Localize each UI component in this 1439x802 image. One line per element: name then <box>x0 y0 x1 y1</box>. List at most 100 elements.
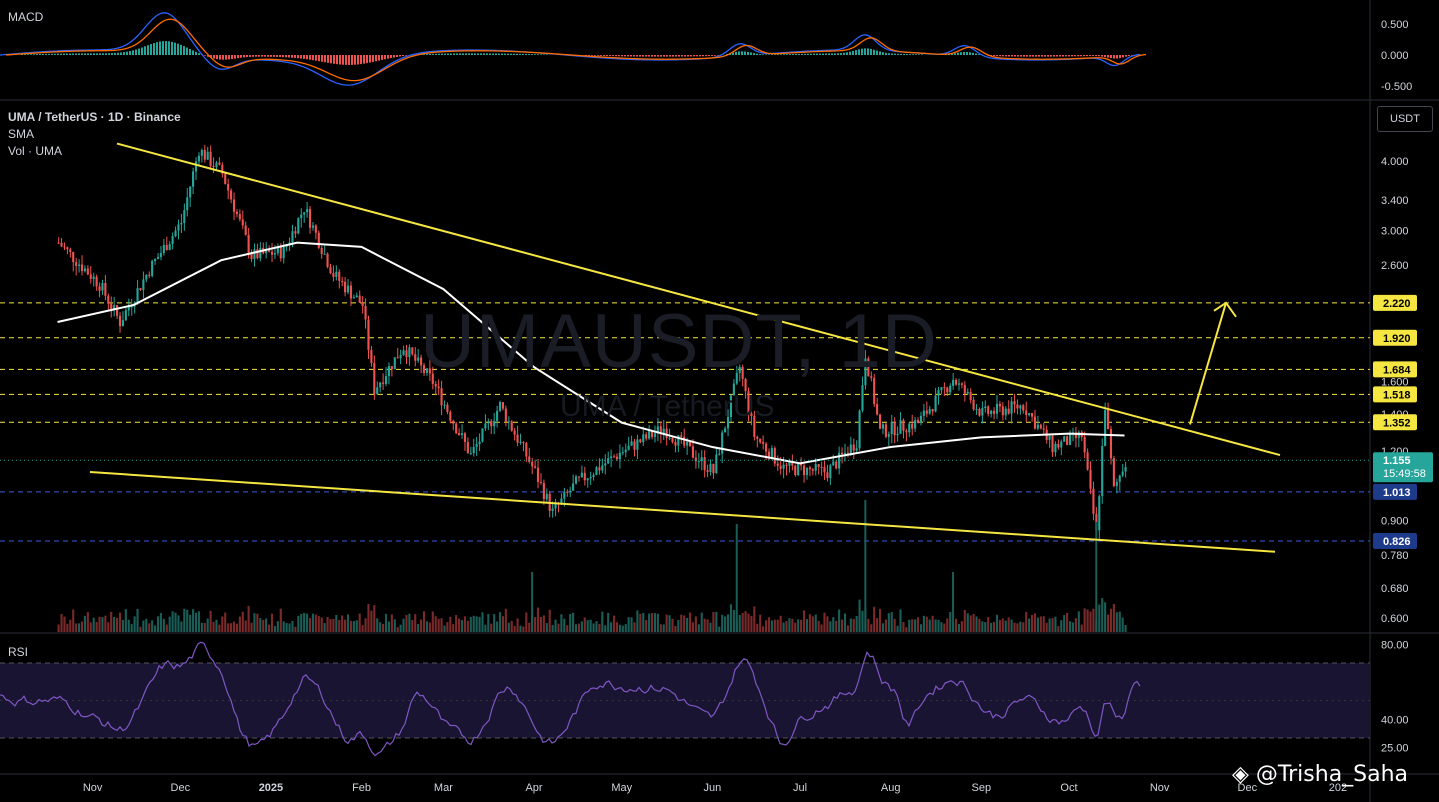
candle <box>110 303 113 310</box>
macd-histogram-bar <box>873 49 875 55</box>
candle <box>1118 475 1121 482</box>
candle <box>560 498 563 505</box>
volume-bar <box>569 613 572 632</box>
candle <box>700 457 703 462</box>
candle <box>528 456 531 462</box>
volume-bar <box>241 611 244 632</box>
volume-bar <box>498 612 502 632</box>
candle <box>735 372 738 384</box>
macd-histogram-bar <box>207 55 209 57</box>
macd-histogram-bar <box>837 53 839 55</box>
volume-bar <box>218 624 221 632</box>
macd-histogram-bar <box>1131 55 1133 56</box>
volume-bar <box>753 606 756 632</box>
macd-histogram-bar <box>606 55 608 57</box>
symbol-title[interactable]: UMA / TetherUS · 1D · Binance <box>8 110 181 124</box>
macd-histogram-bar <box>660 55 662 57</box>
volume-bar <box>349 620 352 632</box>
macd-histogram-bar <box>669 55 671 57</box>
candle <box>86 268 89 275</box>
macd-histogram-bar <box>345 55 347 65</box>
volume-bar <box>411 620 414 632</box>
volume-bar <box>694 616 697 632</box>
volume-bar <box>536 607 540 632</box>
macd-histogram-bar <box>87 53 89 55</box>
candle <box>706 470 709 472</box>
macd-histogram-bar <box>1053 55 1055 57</box>
macd-histogram-bar <box>705 55 707 57</box>
volume-bar <box>574 624 578 632</box>
candle <box>1033 416 1037 429</box>
candle <box>610 456 613 459</box>
candle <box>1019 405 1022 409</box>
candle <box>498 402 502 411</box>
volume-bar <box>709 622 712 632</box>
volume-bar <box>633 622 636 632</box>
macd-histogram-bar <box>960 52 962 55</box>
macd-histogram-bar <box>789 54 791 55</box>
volume-bar <box>183 608 186 632</box>
candle <box>639 439 642 443</box>
volume-indicator-label[interactable]: Vol · UMA <box>8 144 63 158</box>
volume-bar <box>1039 616 1042 632</box>
volume-bar <box>200 622 203 632</box>
volume-bar <box>124 609 127 632</box>
volume-bar <box>914 619 917 632</box>
candle <box>966 391 969 394</box>
volume-bar <box>554 619 557 632</box>
volume-bar <box>440 618 443 632</box>
macd-histogram-bar <box>732 52 734 55</box>
candle <box>759 438 762 443</box>
candle <box>57 242 60 244</box>
currency-button[interactable]: USDT <box>1377 106 1433 132</box>
volume-bar <box>534 617 537 632</box>
candle <box>908 423 911 433</box>
macd-histogram-bar <box>480 53 482 55</box>
macd-histogram-bar <box>879 51 881 55</box>
macd-histogram-bar <box>441 53 443 55</box>
volume-bar <box>598 624 601 632</box>
macd-histogram-bar <box>1095 55 1097 57</box>
candle <box>469 453 472 455</box>
macd-histogram-bar <box>186 47 188 55</box>
candle <box>1086 452 1089 470</box>
candle <box>501 402 504 409</box>
macd-histogram-bar <box>285 55 287 58</box>
macd-histogram-bar <box>1017 55 1019 57</box>
rsi-label[interactable]: RSI <box>8 645 29 659</box>
macd-histogram-bar <box>387 55 389 59</box>
volume-bar <box>171 611 174 632</box>
volume-bar <box>189 614 192 632</box>
sma-indicator-label[interactable]: SMA <box>8 127 35 141</box>
macd-histogram-bar <box>1029 55 1031 57</box>
macd-histogram-bar <box>342 55 344 65</box>
candle <box>633 441 636 450</box>
candle <box>998 403 1001 407</box>
candle <box>729 395 733 418</box>
volume-bar <box>268 624 271 632</box>
candle <box>1109 429 1113 459</box>
macd-histogram-bar <box>234 55 236 59</box>
volume-bar <box>969 615 972 632</box>
macd-histogram-bar <box>546 54 548 55</box>
candle <box>463 433 466 442</box>
candle <box>753 415 756 437</box>
volume-bar <box>136 608 139 632</box>
volume-bar <box>355 620 358 632</box>
macd-histogram-bar <box>486 53 488 55</box>
candle <box>297 218 300 234</box>
macd-histogram-bar <box>276 55 278 57</box>
candle <box>671 437 674 443</box>
macd-histogram-bar <box>471 53 473 55</box>
candle <box>69 249 72 253</box>
macd-histogram-bar <box>765 54 767 55</box>
macd-histogram-bar <box>369 55 371 63</box>
volume-bar <box>230 623 233 632</box>
candle <box>563 491 566 499</box>
candle <box>136 288 139 303</box>
candle <box>618 452 621 460</box>
volume-bar <box>922 615 925 632</box>
macd-histogram-bar <box>651 55 653 57</box>
volume-bar <box>408 613 411 632</box>
candle <box>306 209 309 213</box>
